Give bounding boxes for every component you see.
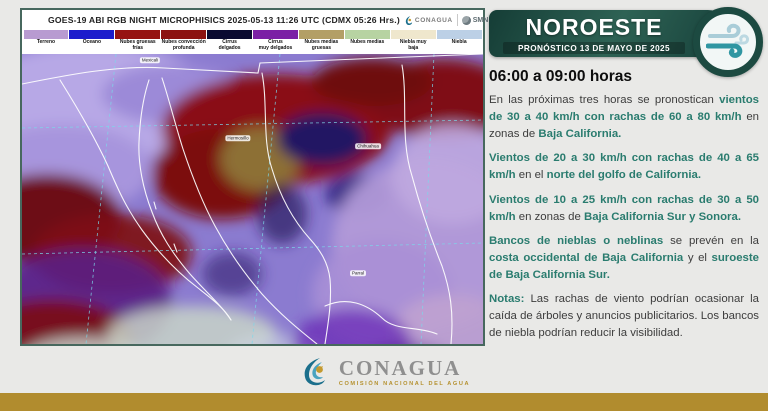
region-banner: NOROESTE PRONÓSTICO 13 DE MAYO DE 2025 bbox=[489, 7, 763, 77]
time-range: 06:00 a 09:00 horas bbox=[489, 68, 633, 85]
legend-item: Niebla muy baja bbox=[390, 30, 436, 54]
conagua-logo-icon bbox=[304, 358, 325, 386]
legend-item: Oceano bbox=[69, 30, 115, 54]
forecast-paragraphs: En las próximas tres horas se pronostica… bbox=[489, 92, 759, 342]
legend-item: Niebla bbox=[436, 30, 482, 54]
graticule-lines bbox=[22, 54, 483, 344]
legend-item: Cirrus muy delgados bbox=[253, 30, 298, 54]
legend-label: Nubes medias gruesas bbox=[304, 39, 339, 51]
region-name: NOROESTE bbox=[525, 14, 663, 40]
forecast-paragraph: Bancos de nieblas o neblinas se prevén e… bbox=[489, 234, 759, 281]
smn-icon bbox=[461, 15, 471, 25]
legend-label: Niebla bbox=[451, 39, 467, 45]
satellite-title: GOES-19 ABI RGB NIGHT MICROPHISICS 2025-… bbox=[48, 15, 400, 25]
map-city-label: Hermosillo bbox=[225, 134, 251, 141]
satellite-map: Mexicali Hermosillo Chihuahua Parral bbox=[22, 54, 483, 344]
legend-swatch bbox=[298, 30, 344, 39]
footer-texts: CONAGUA COMISIÓN NACIONAL DEL AGUA bbox=[338, 355, 471, 387]
legend-label: Nubes convección profunda bbox=[161, 39, 206, 51]
satellite-title-bar: GOES-19 ABI RGB NIGHT MICROPHISICS 2025-… bbox=[22, 10, 488, 30]
legend-item: Nubes gruesas frías bbox=[115, 30, 161, 54]
legend-swatch bbox=[161, 30, 207, 39]
conagua-swoosh-icon bbox=[405, 15, 413, 25]
legend-item: Nubes medias bbox=[344, 30, 390, 54]
footer-brand-lockup: CONAGUA COMISIÓN NACIONAL DEL AGUA bbox=[0, 353, 768, 391]
conagua-mini-label: CONAGUA bbox=[414, 16, 453, 24]
footer-brand: CONAGUA bbox=[338, 355, 462, 380]
legend-label: Terreno bbox=[36, 39, 56, 45]
legend-label: Cirrus muy delgados bbox=[258, 39, 293, 51]
conagua-mini-logo: CONAGUA bbox=[404, 15, 453, 26]
satellite-panel: GOES-19 ABI RGB NIGHT MICROPHISICS 2025-… bbox=[20, 8, 488, 346]
legend-item: Nubes convección profunda bbox=[161, 30, 207, 54]
smn-mini-logo: SMN bbox=[461, 15, 489, 25]
footer-brand-subtitle: COMISIÓN NACIONAL DEL AGUA bbox=[338, 380, 471, 387]
legend-item: Cirrus delgados bbox=[207, 30, 253, 54]
legend-label: Oceano bbox=[82, 39, 102, 45]
legend-swatch bbox=[69, 30, 115, 39]
gold-footer-bar bbox=[0, 393, 768, 411]
legend-label: Nubes gruesas frías bbox=[119, 39, 156, 51]
legend-swatch bbox=[207, 30, 253, 39]
legend-swatch bbox=[390, 30, 436, 39]
legend-swatch bbox=[436, 30, 482, 39]
forecast-paragraph: Notas: Las rachas de viento podrían ocas… bbox=[489, 293, 759, 340]
satellite-imagery bbox=[22, 54, 483, 344]
legend-swatch bbox=[23, 30, 69, 39]
legend-item: Terreno bbox=[23, 30, 69, 54]
logo-divider bbox=[456, 14, 458, 26]
wind-icon bbox=[706, 23, 749, 58]
state-boundaries bbox=[22, 54, 483, 344]
forecast-paragraph: Vientos de 20 a 30 km/h con rachas de 40… bbox=[489, 152, 759, 182]
legend-swatch bbox=[344, 30, 390, 39]
cloud-legend: Terreno Oceano Nubes gruesas frías Nubes co… bbox=[22, 30, 483, 54]
legend-label: Cirrus delgados bbox=[218, 39, 241, 51]
wind-badge bbox=[693, 7, 763, 77]
legend-swatch bbox=[253, 30, 298, 39]
forecast-date: PRONÓSTICO 13 DE MAYO DE 2025 bbox=[503, 42, 685, 54]
legend-label: Niebla muy baja bbox=[399, 39, 427, 51]
legend-label: Nubes medias bbox=[350, 39, 385, 45]
legend-item: Nubes medias gruesas bbox=[298, 30, 344, 54]
forecast-paragraph: Vientos de 10 a 25 km/h con rachas de 30… bbox=[489, 193, 759, 223]
smn-mini-label: SMN bbox=[472, 16, 489, 24]
legend-swatch bbox=[115, 30, 161, 39]
map-city-label: Chihuahua bbox=[355, 142, 381, 149]
forecast-panel: NOROESTE PRONÓSTICO 13 DE MAYO DE 2025 0… bbox=[489, 7, 763, 349]
satellite-title-logos: CONAGUA SMN bbox=[400, 14, 492, 26]
forecast-paragraph: En las próximas tres horas se pronostica… bbox=[489, 94, 759, 141]
map-city-label: Mexicali bbox=[139, 56, 161, 63]
map-city-label: Parral bbox=[349, 269, 367, 276]
